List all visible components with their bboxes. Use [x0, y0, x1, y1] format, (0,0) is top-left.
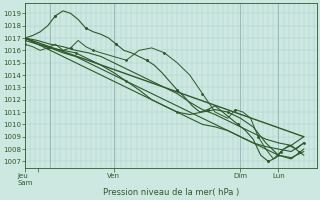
X-axis label: Pression niveau de la mer( hPa ): Pression niveau de la mer( hPa ): [103, 188, 239, 197]
